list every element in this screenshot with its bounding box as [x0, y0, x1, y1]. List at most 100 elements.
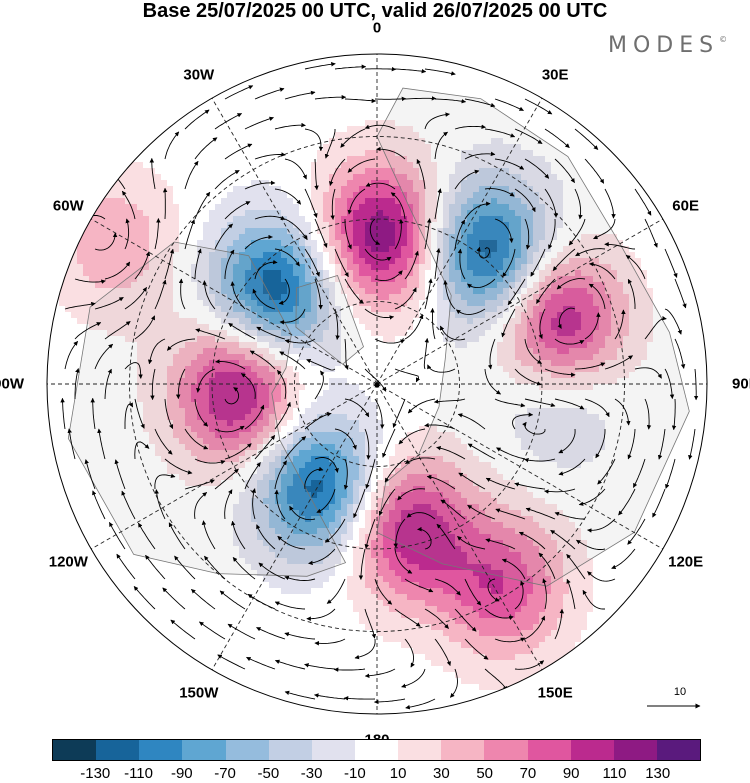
shade-cell — [407, 300, 420, 307]
shade-cell — [359, 282, 408, 289]
shade-cell — [503, 216, 522, 223]
shade-cell — [161, 174, 312, 181]
wind-arrow — [634, 367, 662, 379]
wind-arrow — [121, 490, 136, 520]
shade-cell — [599, 312, 612, 319]
wind-arrow — [364, 248, 392, 262]
shade-cell — [485, 510, 522, 517]
wind-arrow — [244, 404, 265, 430]
shade-cell — [539, 612, 564, 619]
shade-cell — [461, 186, 480, 193]
shade-cell — [551, 360, 576, 367]
colorbar-labels: -130 -110 -90 -70 -50 -30 -10 10 30 50 70 90 110 130 — [0, 765, 750, 783]
shade-cell — [605, 342, 624, 349]
shade-cell — [263, 474, 276, 481]
shade-cell — [527, 306, 534, 313]
shade-cell — [233, 216, 288, 223]
shade-cell — [47, 324, 90, 331]
wind-arrow — [364, 66, 397, 72]
shade-cell — [371, 480, 378, 487]
shade-cell — [647, 276, 707, 283]
shade-cell — [641, 360, 707, 367]
shade-cell — [599, 306, 612, 313]
shade-cell — [209, 396, 258, 403]
wind-arrow — [514, 188, 536, 213]
shade-cell — [365, 168, 396, 175]
colorbar-tick-label: -90 — [170, 765, 193, 782]
wind-arrow — [274, 122, 306, 130]
shade-cell — [563, 606, 594, 613]
wind-arrow — [424, 422, 456, 430]
shade-cell — [557, 252, 636, 259]
shade-cell — [419, 228, 426, 235]
wind-arrow — [201, 520, 216, 550]
wind-arrow — [404, 638, 415, 668]
shade-cell — [281, 396, 288, 403]
shade-cell — [101, 156, 132, 163]
shade-cell — [515, 192, 540, 199]
shade-cell — [575, 360, 606, 367]
shade-cell — [347, 474, 360, 481]
wind-arrow — [566, 553, 586, 580]
shade-cell — [47, 546, 240, 553]
shade-cell — [575, 306, 600, 313]
wind-arrow — [625, 254, 646, 280]
shade-cell — [365, 462, 378, 469]
shade-cell — [389, 492, 402, 499]
shade-cell — [365, 564, 378, 571]
shade-cell — [413, 324, 438, 331]
shade-cell — [221, 480, 246, 487]
shade-cell — [335, 228, 342, 235]
shade-cell — [269, 504, 282, 511]
shade-cell — [539, 330, 558, 337]
shade-cell — [437, 192, 444, 199]
shade-cell — [557, 174, 707, 181]
shade-cell — [413, 204, 420, 211]
shade-cell — [305, 264, 312, 271]
wind-arrow — [274, 489, 286, 520]
shade-cell — [47, 534, 234, 541]
land-outline — [376, 87, 690, 587]
shade-cell — [539, 288, 546, 295]
shade-cell — [191, 360, 210, 367]
shade-cell — [365, 390, 707, 397]
shade-cell — [515, 354, 540, 361]
wind-arrow — [333, 667, 366, 672]
shade-cell — [83, 270, 144, 277]
coastlines — [67, 87, 690, 587]
shade-cell — [47, 444, 156, 451]
shade-cell — [209, 270, 222, 277]
shade-cell — [497, 240, 510, 247]
shade-cell — [377, 294, 390, 301]
shade-cell — [401, 210, 414, 217]
shade-cell — [545, 564, 564, 571]
shade-cell — [335, 210, 348, 217]
shade-cell — [233, 288, 246, 295]
shade-cell — [47, 132, 336, 139]
shade-cell — [263, 270, 282, 277]
shade-cell — [461, 228, 474, 235]
shade-cell — [257, 360, 270, 367]
shade-cell — [257, 300, 300, 307]
wind-arrow — [191, 588, 216, 610]
shade-cell — [353, 438, 366, 445]
shade-cell — [557, 264, 612, 271]
shade-cell — [473, 204, 510, 211]
shade-cell — [347, 576, 366, 583]
shade-cell — [251, 438, 264, 445]
shade-cell — [239, 492, 258, 499]
shade-cell — [185, 420, 204, 427]
wind-arrow — [584, 398, 610, 418]
shade-cell — [287, 390, 300, 397]
shade-cell — [251, 348, 270, 355]
shade-cell — [341, 540, 348, 547]
shade-cell — [347, 300, 360, 307]
wind-arrow — [256, 627, 286, 640]
shade-cell — [599, 366, 636, 373]
wind-arrow — [94, 343, 114, 370]
shade-cell — [341, 522, 348, 529]
shade-cell — [563, 600, 594, 607]
shade-cell — [263, 540, 288, 547]
shade-cell — [215, 246, 228, 253]
shade-cell — [359, 426, 384, 433]
